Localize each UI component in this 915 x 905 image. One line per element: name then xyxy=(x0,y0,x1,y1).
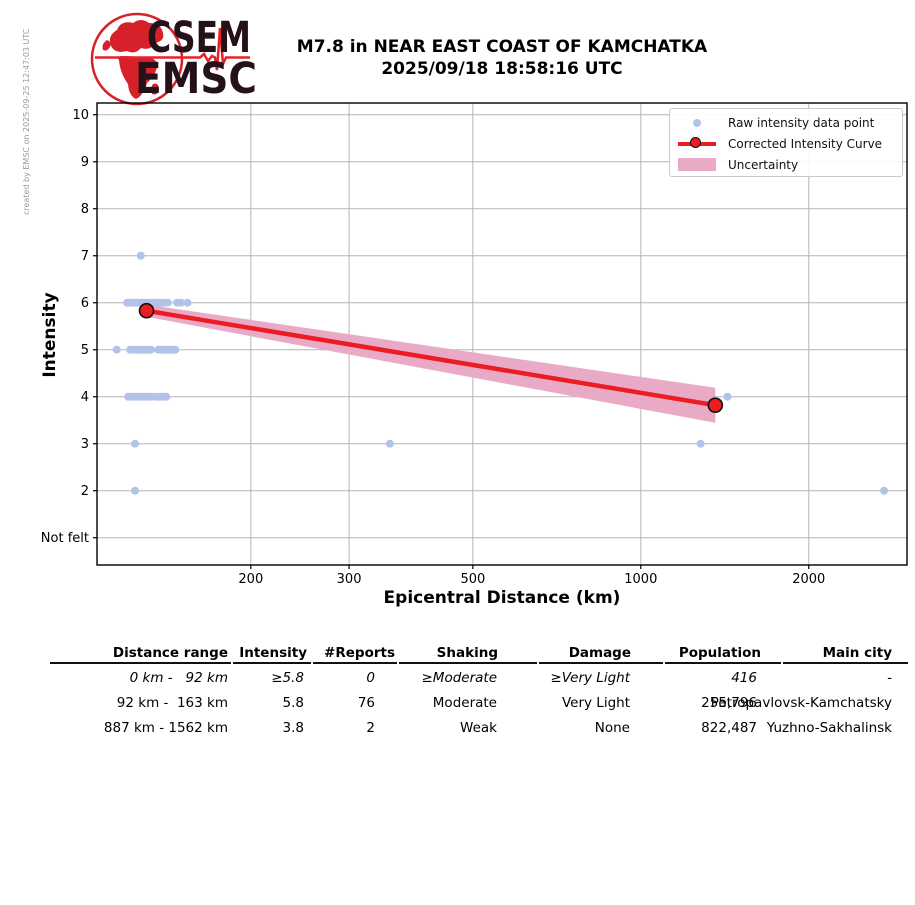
table-header-rule xyxy=(313,662,397,664)
legend-label: Uncertainty xyxy=(728,157,799,172)
x-axis-label: Epicentral Distance (km) xyxy=(383,588,621,608)
raw-data-point xyxy=(183,298,192,307)
y-tick-label: 8 xyxy=(81,202,89,217)
table-cell: ≥5.8 xyxy=(271,670,304,686)
table-cell: 76 xyxy=(357,695,375,711)
raw-data-point xyxy=(146,345,155,354)
x-tick-label: 500 xyxy=(460,572,485,587)
table-cell: Weak xyxy=(460,720,497,736)
table-header-rule xyxy=(233,662,311,664)
table-cell: Petropavlovsk-Kamchatsky xyxy=(710,695,892,711)
table-cell: 0 km - 92 km xyxy=(129,670,228,686)
logo-seismogram-icon xyxy=(95,27,250,71)
raw-data-point xyxy=(723,392,732,401)
table-header-rule xyxy=(665,662,781,664)
raw-data-point xyxy=(177,298,186,307)
y-tick-label: 3 xyxy=(81,437,89,452)
logo-continents-icon xyxy=(102,20,164,99)
corrected-curve-marker xyxy=(138,302,155,319)
x-tick-label: 2000 xyxy=(792,572,825,587)
table-cell: 2 xyxy=(366,720,375,736)
table-cell: Yuzhno-Sakhalinsk xyxy=(766,720,892,736)
table-cell: Moderate xyxy=(432,695,497,711)
raw-data-point xyxy=(696,439,705,448)
legend-label: Corrected Intensity Curve xyxy=(728,136,883,151)
table-cell: 92 km - 163 km xyxy=(116,695,228,711)
y-tick-label: 5 xyxy=(81,343,89,358)
table-header-rule xyxy=(50,662,231,664)
table-cell: 3.8 xyxy=(282,720,304,736)
chart-legend: Raw intensity data point Corrected Inten… xyxy=(669,108,903,177)
table-header-5: Population xyxy=(678,645,761,661)
table-header-rule xyxy=(399,662,537,664)
raw-data-point xyxy=(131,439,139,448)
legend-item-uncertainty: Uncertainty xyxy=(670,154,902,175)
raw-data-point xyxy=(162,392,171,401)
chart-title-line1: M7.8 in NEAR EAST COAST OF KAMCHATKA xyxy=(296,37,708,57)
corrected-intensity-curve xyxy=(146,308,716,408)
table-header-3: Shaking xyxy=(436,645,498,661)
table-header-1: Intensity xyxy=(239,645,307,661)
table-cell: 822,487 xyxy=(701,720,757,736)
table-header-rule xyxy=(783,662,908,664)
y-tick-label: 4 xyxy=(81,390,89,405)
table-cell: 255,796 xyxy=(701,695,757,711)
logo-text-csem: CSEM xyxy=(147,13,251,63)
raw-data-point xyxy=(171,345,180,354)
raw-data-point xyxy=(163,298,172,307)
x-tick-label: 300 xyxy=(337,572,362,587)
intensity-distance-chart: 200 300 500 1000 2000 Not felt 2 3 4 5 6 7 8 9 10 xyxy=(41,102,908,587)
legend-label: Raw intensity data point xyxy=(728,115,875,130)
y-axis-label: Intensity xyxy=(40,292,60,378)
y-tick-label: Not felt xyxy=(41,531,89,546)
table-cell: None xyxy=(594,720,630,736)
logo-text-emsc: EMSC xyxy=(135,54,257,104)
y-tick-label: 10 xyxy=(72,108,89,123)
raw-data-point xyxy=(112,345,121,354)
y-tick-label: 7 xyxy=(81,249,89,264)
y-tick-label: 2 xyxy=(81,484,89,499)
corrected-curve-marker xyxy=(707,397,724,414)
legend-item-curve: Corrected Intensity Curve xyxy=(670,133,902,154)
table-cell: ≥Moderate xyxy=(421,670,497,686)
table-cell: Very Light xyxy=(561,695,630,711)
table-cell: 887 km - 1562 km xyxy=(103,720,228,736)
x-tick-label: 1000 xyxy=(624,572,657,587)
raw-data-point xyxy=(880,486,889,495)
y-tick-label: 9 xyxy=(81,155,89,170)
chart-title-line2: 2025/09/18 18:58:16 UTC xyxy=(381,59,623,79)
raw-point-marker-icon xyxy=(675,118,719,127)
x-tick-label: 200 xyxy=(238,572,263,587)
plot-border xyxy=(96,102,908,566)
table-cell: 416 xyxy=(731,670,757,686)
uncertainty-patch-icon xyxy=(675,158,719,171)
table-header-rule xyxy=(539,662,663,664)
table-header-2: #Reports xyxy=(324,645,395,661)
table-cell: - xyxy=(887,670,892,686)
legend-item-raw: Raw intensity data point xyxy=(670,112,902,133)
emsc-logo: CSEM EMSC xyxy=(90,12,257,106)
table-header-6: Main city xyxy=(822,645,892,661)
table-header-0: Distance range xyxy=(112,645,228,661)
table-cell: ≥Very Light xyxy=(550,670,630,686)
table-cell: 0 xyxy=(366,670,375,686)
curve-marker-icon xyxy=(675,136,719,148)
raw-data-point xyxy=(136,251,145,260)
uncertainty-band xyxy=(146,304,716,423)
raw-data-point xyxy=(385,439,394,448)
table-header-4: Damage xyxy=(568,645,631,661)
raw-data-point xyxy=(131,486,139,495)
table-cell: 5.8 xyxy=(282,695,304,711)
y-tick-label: 6 xyxy=(81,296,89,311)
